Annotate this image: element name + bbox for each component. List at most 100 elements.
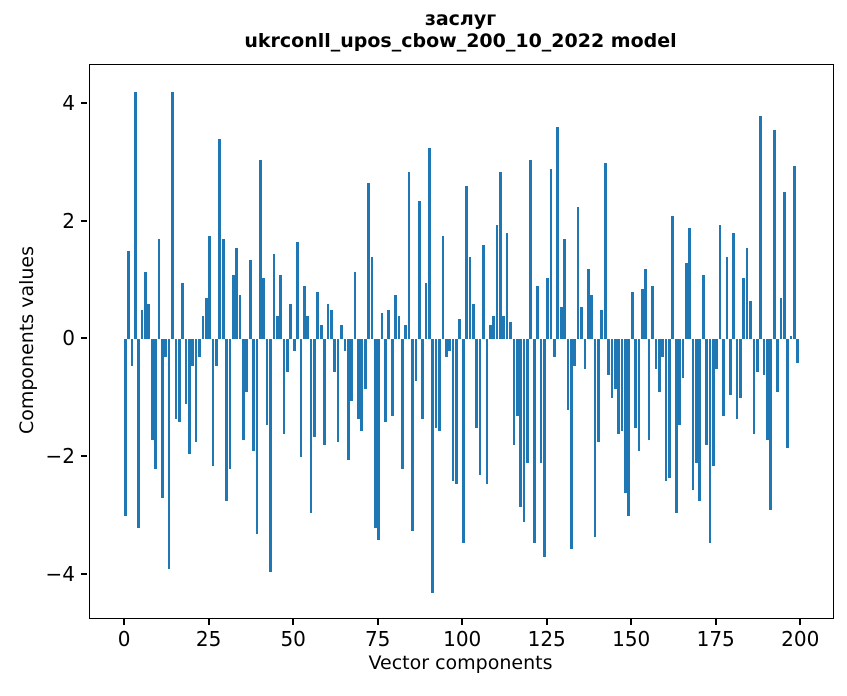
x-axis-label: Vector components [368,652,553,674]
bar [181,283,184,340]
bar [678,339,681,425]
bar [360,339,364,431]
bar [475,339,479,428]
bar [553,339,556,358]
bar [431,339,435,593]
bar [313,339,316,437]
bar [154,339,157,469]
bar [144,271,147,340]
bar [492,315,495,340]
bar [137,339,141,528]
bar [282,339,286,434]
bar [519,339,522,508]
bar [201,315,205,340]
bar [671,215,675,340]
bar [208,236,211,340]
bar [539,339,543,464]
x-tick-label: 150 [612,627,651,651]
bar [718,224,722,340]
x-tick-label: 200 [781,627,820,651]
bar [336,339,340,443]
bar [610,339,614,399]
bar [357,339,360,419]
x-tick-label: 0 [117,627,131,651]
bar [613,339,617,390]
bar [215,339,218,366]
chart-title-line2: ukrconll_upos_cbow_200_10_2022 model [244,30,677,52]
x-tick-label: 25 [195,627,222,651]
bar [289,304,293,340]
bar [478,339,482,475]
bar [512,339,516,446]
bar [684,262,688,340]
bar [654,339,658,369]
bar [735,339,739,419]
x-tick-label: 50 [280,627,306,651]
bar [769,339,773,511]
bar [444,339,448,358]
bar [789,336,793,340]
x-tick-mark [461,619,464,625]
bar [532,339,536,543]
bar [688,227,692,340]
y-tick-label: 4 [62,90,75,115]
bar [184,339,188,405]
x-tick-label: 75 [364,627,391,651]
y-tick-label: −4 [45,562,75,586]
bar [451,339,455,481]
bar [708,339,712,543]
bar [701,274,705,340]
bar [350,339,353,402]
bar [259,159,262,340]
bar [647,339,651,440]
bar [333,339,337,372]
bar [570,339,573,549]
bar [522,339,526,522]
bar [296,242,299,340]
bar [691,339,695,490]
x-tick-mark [292,619,295,625]
bar [796,339,800,363]
bar [634,339,637,428]
bar [529,159,533,340]
bar [779,298,783,340]
bar [340,324,343,340]
x-tick-label: 100 [443,627,482,651]
bar [715,339,719,369]
bar [644,268,648,340]
bar [428,148,431,340]
bar [617,339,621,434]
bar [739,339,742,399]
bar [505,233,509,340]
bar [455,339,458,484]
bar [211,339,215,467]
bar [664,339,668,481]
chart-title: заслуг ukrconll_upos_cbow_200_10_2022 mo… [89,8,832,52]
bar [749,301,752,340]
bar [414,339,418,381]
bar [546,277,550,340]
bar [627,339,631,517]
bar [160,339,164,499]
bar [759,115,762,340]
bar [255,339,259,534]
bar [509,321,512,340]
bar [482,245,485,340]
bar [326,304,330,340]
x-tick-mark [376,619,379,625]
bar [177,339,181,422]
bar [742,277,746,340]
bar [728,339,732,396]
bar [661,339,664,358]
bar [461,339,465,543]
y-tick-mark [81,573,87,575]
bar [309,339,313,514]
bar [448,339,452,352]
bar [407,171,411,340]
x-tick-label: 125 [527,627,566,651]
y-tick-label: 0 [62,326,75,351]
chart-title-line1: заслуг [424,8,497,30]
bar [468,256,472,340]
bar [188,339,191,455]
bar [147,304,151,340]
